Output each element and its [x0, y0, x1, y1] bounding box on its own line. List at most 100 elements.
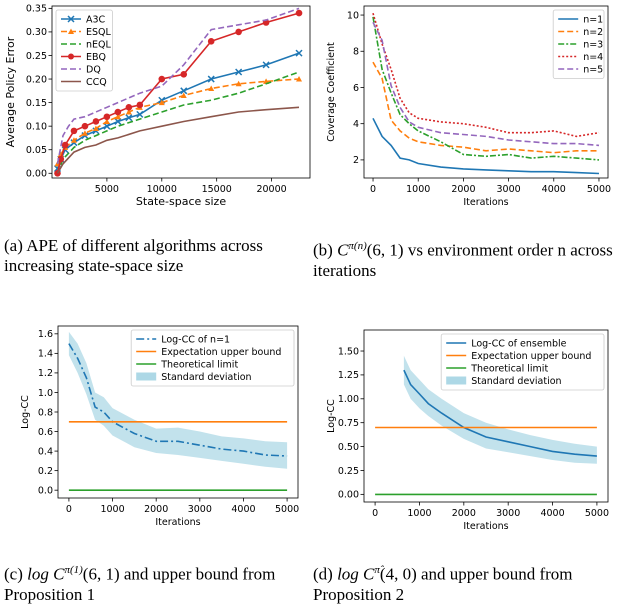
series-line-0 [56, 52, 300, 169]
x-tick-label: 10000 [147, 184, 177, 195]
series-line-3 [372, 12, 600, 138]
y-tick-label: 0.10 [26, 121, 47, 132]
data-point [103, 113, 111, 121]
caption-d: (d) log Cπ̂(4, 0) and upper bound from P… [313, 560, 618, 605]
data-point [235, 28, 242, 36]
x-axis-label: State-space size [136, 195, 226, 208]
legend-label: A3C [86, 14, 106, 25]
data-point [57, 155, 65, 163]
caption-c-sup: π(1) [64, 564, 83, 576]
data-point [92, 125, 99, 132]
y-tick-label: 0.00 [338, 490, 359, 501]
y-tick-label: 0.20 [26, 74, 47, 85]
y-tick-label: 0.0 [38, 485, 53, 496]
legend-swatch [136, 372, 157, 381]
caption-b-args: (6, 1) [366, 240, 404, 260]
caption-c-args: (6, 1) [82, 564, 120, 584]
legend-box [130, 329, 295, 387]
y-tick-label: 1.0 [38, 388, 53, 399]
data-point [158, 99, 165, 106]
y-axis-label: Coverage Coefficient [326, 42, 337, 142]
data-point [114, 117, 122, 125]
x-tick-label: 0 [66, 504, 72, 515]
y-tick-label: 1.4 [38, 349, 53, 360]
x-axis-label: Iterations [463, 521, 508, 532]
legend-marker [67, 15, 75, 23]
caption-b-text: vs environment order n across iterations [313, 240, 613, 280]
caption-d-math: log C [337, 564, 375, 584]
x-tick-label: 3000 [496, 508, 520, 519]
caption-c: (c) log Cπ(1)(6, 1) and upper bound from… [4, 560, 309, 605]
legend-label: Log-CC of n=1 [161, 334, 230, 345]
x-axis-label: Iterations [463, 197, 508, 208]
y-tick-label: 0.8 [38, 407, 53, 418]
data-point [295, 49, 303, 57]
std-band [68, 331, 288, 469]
caption-d-text: and upper bound from Proposition 2 [313, 564, 573, 604]
chart-c: 0 1000 2000 3000 4000 5000 0.0 0.2 0.4 0.6 0.8 1.0 1… [20, 325, 299, 528]
legend-label: n=5 [583, 64, 603, 75]
y-axis-label: Log-CC [20, 395, 31, 429]
caption-b: (b) Cπ(n)(6, 1) vs environment order n a… [313, 236, 618, 281]
data-point [61, 141, 69, 149]
legend-label: Theoretical limit [160, 359, 238, 370]
chart-d: 0 1000 2000 3000 4000 5000 0.00 0.25 0.50 0.75 1.0… [326, 329, 609, 532]
legend-label: EBQ [86, 52, 106, 63]
caption-b-sup: π(n) [348, 240, 367, 252]
x-tick-label: 15000 [202, 184, 232, 195]
data-point [180, 71, 188, 78]
series-line-1 [372, 61, 599, 154]
y-tick-label: 1.00 [338, 394, 359, 405]
y-tick-label: 0.25 [26, 51, 47, 62]
data-point [103, 118, 110, 124]
legend-label: Expectation upper bound [471, 351, 591, 362]
data-point [262, 61, 270, 69]
chart-b: 0 1000 2000 3000 4000 5000 2 4 6 8 10 Iterations Cov… [326, 5, 611, 208]
legend-label: n=2 [583, 27, 603, 38]
x-tick-label: 3000 [496, 184, 520, 195]
y-tick-label: 0.30 [26, 27, 47, 38]
caption-c-text: and upper bound from Proposition 1 [4, 564, 276, 604]
data-point [114, 108, 122, 116]
legend-label: nEQL [86, 39, 112, 50]
caption-c-label: (c) [4, 564, 23, 584]
legend-label: n=4 [583, 52, 603, 63]
y-axis-label: Log-CC [326, 399, 337, 433]
data-point [125, 104, 133, 111]
legend-label: DQ [86, 64, 101, 75]
caption-a: (a) APE of different algorithms across i… [4, 236, 309, 276]
x-tick-label: 5000 [95, 184, 119, 195]
x-tick-label: 20000 [256, 184, 286, 195]
y-tick-label: 1.2 [38, 368, 53, 379]
data-point [235, 68, 243, 76]
legend-label: n=1 [583, 14, 603, 25]
legend-swatch [446, 376, 467, 385]
y-tick-label: 0.4 [38, 446, 53, 457]
x-tick-label: 5000 [585, 508, 609, 519]
series-line-4 [56, 7, 300, 165]
legend-marker [68, 53, 74, 60]
data-point [207, 75, 215, 83]
y-tick-label: 8 [353, 47, 359, 58]
y-tick-label: 1.50 [338, 346, 359, 357]
data-point [114, 113, 121, 120]
x-tick-label: 1000 [100, 504, 124, 515]
x-tick-label: 2000 [452, 508, 476, 519]
y-tick-label: 6 [353, 83, 359, 94]
caption-d-args: (4, 0) [379, 564, 417, 584]
series-line-2 [372, 16, 600, 161]
y-tick-label: 2 [353, 155, 359, 166]
data-point [158, 75, 166, 83]
y-tick-label: 0.75 [338, 418, 359, 429]
y-tick-label: 4 [353, 119, 359, 130]
data-point [180, 92, 187, 99]
series-line-0 [372, 117, 600, 175]
legend-label: Standard deviation [471, 376, 561, 387]
x-tick-label: 3000 [188, 504, 212, 515]
y-tick-label: 0.05 [26, 145, 47, 156]
series-line-1 [56, 78, 300, 165]
data-point [136, 101, 144, 109]
x-tick-label: 5000 [587, 184, 611, 195]
y-tick-label: 0.35 [26, 4, 47, 15]
